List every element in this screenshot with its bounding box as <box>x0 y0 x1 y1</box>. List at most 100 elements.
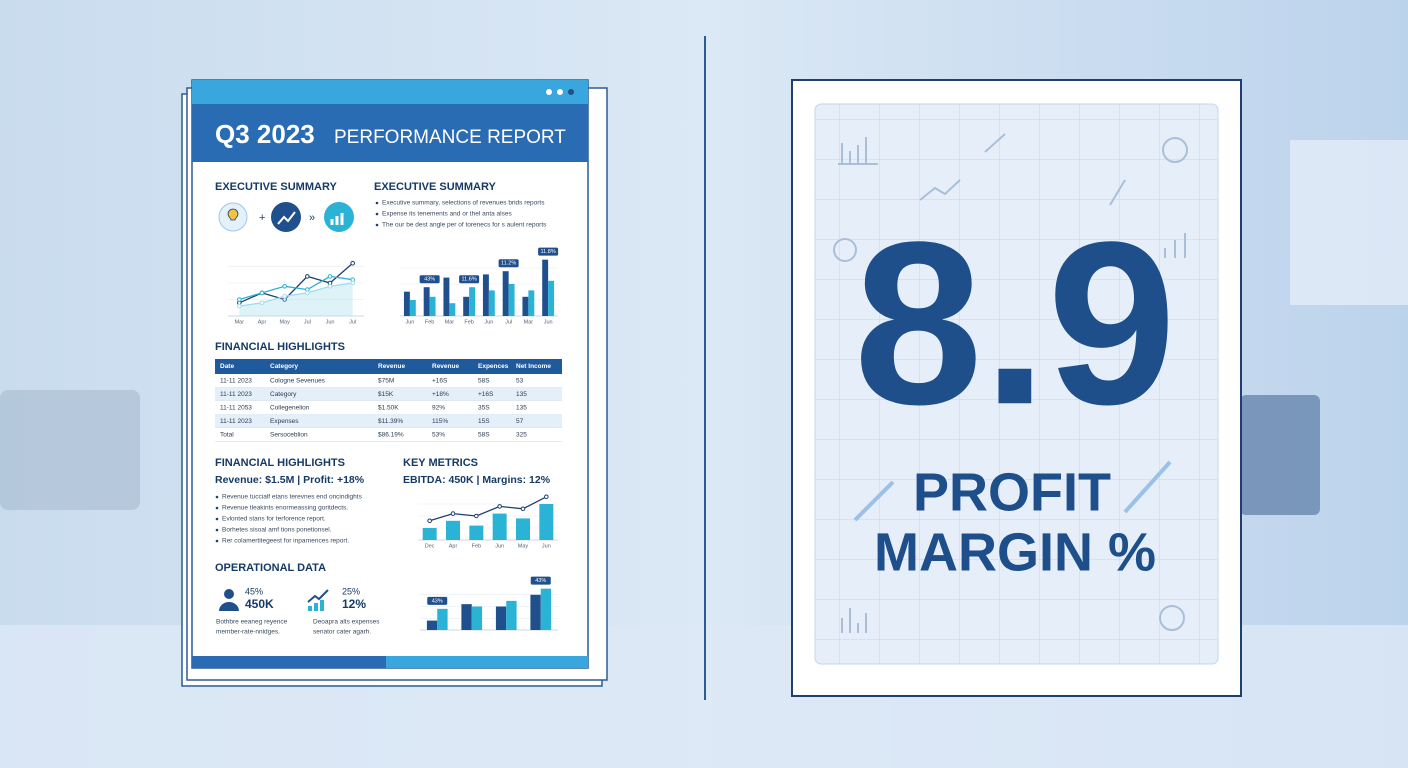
x-tick-label: May <box>518 543 529 549</box>
column-header: Date <box>220 363 234 370</box>
bullet-dot <box>215 495 219 499</box>
bar <box>461 604 472 630</box>
window-bar <box>192 80 588 104</box>
table-cell: $15K <box>378 391 394 398</box>
annotation-box <box>538 247 559 256</box>
annotation: 43% <box>432 598 443 604</box>
line-point <box>282 293 287 299</box>
window-dot <box>568 89 574 95</box>
x-tick-label: Apr <box>449 543 458 549</box>
bullet-dot <box>375 212 379 216</box>
bullet-dot <box>375 201 379 205</box>
report-title: PERFORMANCE REPORT <box>334 127 566 148</box>
bar <box>495 606 507 630</box>
icon-bars-shape <box>330 213 344 225</box>
card-grid <box>815 104 1218 664</box>
bar <box>471 606 483 630</box>
bullet: Revenue tleakints enormeassing goritdect… <box>222 505 348 512</box>
x-tick-label: Jul <box>349 319 356 325</box>
line-series <box>429 496 547 522</box>
table-cell: Collegenelion <box>270 405 310 412</box>
window-dot <box>557 89 563 95</box>
annotation-box <box>530 576 551 585</box>
bar <box>488 290 495 316</box>
line-point <box>305 290 310 296</box>
line-point <box>497 504 502 509</box>
report-header <box>192 104 588 162</box>
bullet: Executive summary, selections of revenue… <box>382 200 545 207</box>
table-cell: 92% <box>432 405 445 412</box>
op-percent: 25% <box>342 586 360 596</box>
bar <box>540 588 552 630</box>
bar <box>548 280 555 316</box>
table-row <box>215 428 562 442</box>
annotation-box <box>419 275 440 284</box>
table-cell: +16S <box>432 378 448 385</box>
table-row <box>215 374 562 388</box>
blur-chair <box>0 390 140 510</box>
column-header: Revenue <box>432 363 459 370</box>
section-heading: OPERATIONAL DATA <box>215 562 326 574</box>
bar <box>506 600 517 630</box>
bar <box>403 291 410 316</box>
bullet-dot <box>215 528 219 532</box>
line-point <box>427 518 432 524</box>
section-heading: EXECUTIVE SUMMARY <box>215 181 337 193</box>
blur-poster <box>1290 140 1408 305</box>
x-tick-label: Jun <box>326 319 335 325</box>
table-cell: +18% <box>432 391 449 398</box>
bar <box>530 594 541 630</box>
line-point <box>544 494 549 500</box>
bar <box>502 271 509 316</box>
op-note: senator cater agarh. <box>313 629 371 636</box>
subheading: Revenue: $1.5M | Profit: +18% <box>215 474 365 486</box>
table-cell: Expenses <box>270 418 299 425</box>
annotation: 43% <box>424 277 435 283</box>
table-cell: $11.39% <box>378 418 403 425</box>
bar <box>423 287 430 316</box>
op-percent: 45% <box>245 586 263 596</box>
op-note: member-rate-nnidges. <box>216 629 280 636</box>
bullet: Rer colamertitegeest for inparnences rep… <box>222 538 349 545</box>
op-note: Bothbre eeaneg reyence <box>216 619 288 626</box>
section-heading: KEY METRICS <box>403 457 478 469</box>
annotation-box <box>459 275 480 284</box>
x-tick-label: Mar <box>235 319 245 325</box>
x-tick-label: Feb <box>472 543 481 549</box>
x-tick-label: May <box>279 319 290 325</box>
annotation: 11.8% <box>541 249 556 255</box>
op-value: 450K <box>245 597 274 611</box>
bar <box>422 528 437 540</box>
bar <box>469 287 476 316</box>
table-cell: 53 <box>516 378 524 385</box>
x-tick-label: Jun <box>542 543 551 549</box>
x-tick-label: Jun <box>495 543 504 549</box>
bar <box>446 520 460 540</box>
bar <box>528 290 535 316</box>
footer-band <box>386 656 588 668</box>
x-tick-label: Jun <box>484 319 493 325</box>
icon-person <box>219 589 239 611</box>
line-point <box>520 506 526 512</box>
bullet-dot <box>215 517 219 521</box>
line-point <box>350 260 355 266</box>
x-tick-label: Mar <box>445 319 455 325</box>
table-cell: 57 <box>516 418 524 425</box>
bullet: Evlonted stans for terforence report. <box>222 516 326 523</box>
footer-band <box>192 656 386 668</box>
table-cell: 135 <box>516 391 527 398</box>
bullet-dot <box>215 506 219 510</box>
table-row <box>215 401 562 415</box>
line-series <box>239 275 353 301</box>
table-cell: +16S <box>478 391 494 398</box>
annotation-box <box>427 596 448 605</box>
icon-trend-arrow <box>277 211 296 225</box>
bullet: Borhetes sisoal amf tions ponetionsel. <box>222 527 332 534</box>
column-header: Revenue <box>378 363 405 370</box>
x-tick-label: Jun <box>405 319 414 325</box>
bullet: The our be dest angle per of torenecs fo… <box>382 222 547 229</box>
annotation-box <box>498 259 519 268</box>
line-series <box>239 282 353 307</box>
